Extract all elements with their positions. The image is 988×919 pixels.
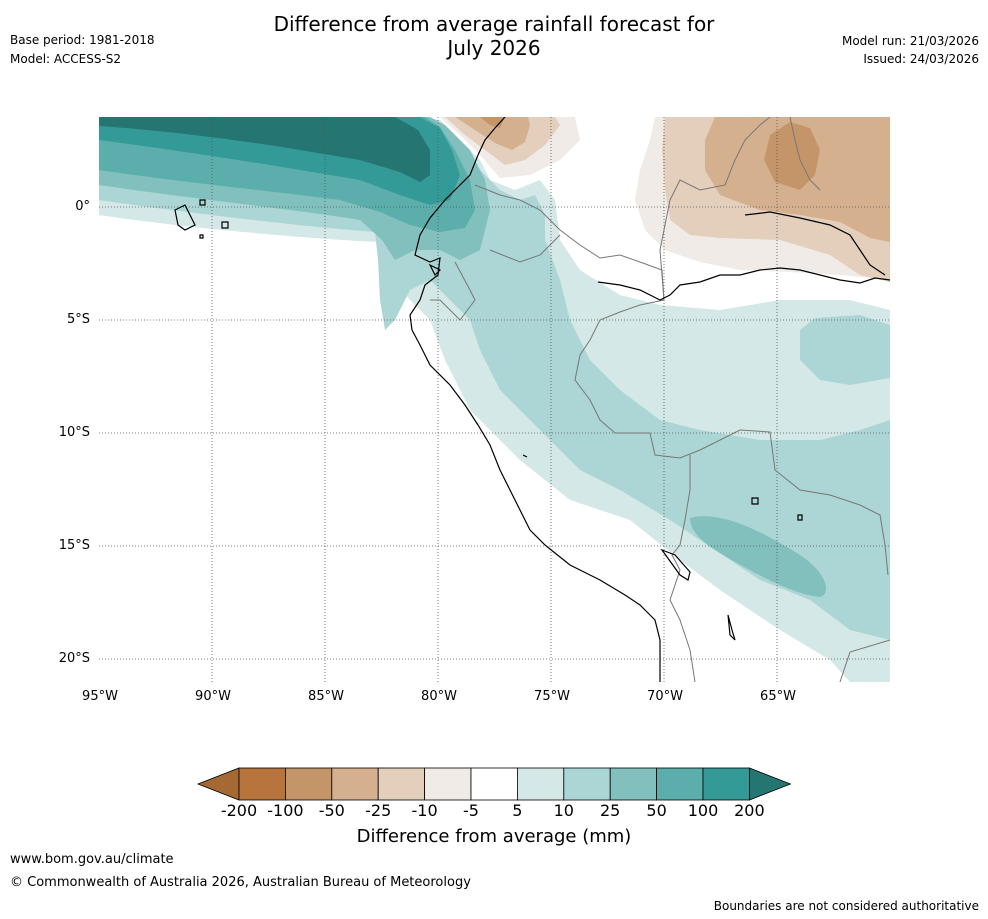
colorbar-swatch [284,767,333,801]
base-period: Base period: 1981-2018 [10,33,155,47]
lon-label-65w: 65°W [760,689,796,704]
colorbar-extend-low [196,767,240,801]
colorbar-swatch [238,767,286,801]
lon-label-80w: 80°W [421,689,457,704]
colorbar-swatch [470,767,518,801]
colorbar-tick-label: -25 [365,801,392,820]
contour-25-50-south [690,516,826,597]
colorbar-extend-high [749,767,792,801]
contour-neg-50-100-nw [480,117,505,128]
contour-neg-25-50-nw [455,117,530,150]
colorbar-tick-label: 25 [600,801,621,820]
colorbar-tick-label: -50 [318,801,345,820]
contour-over-200 [99,117,430,182]
colorbar-tick-label: 100 [687,801,719,820]
colorbar-swatch [609,767,658,801]
lat-label-15s: 15°S [58,538,90,553]
copyright-notice: © Commonwealth of Australia 2026, Austra… [10,875,471,890]
colorbar-swatch [331,767,379,801]
contour-10-25 [99,117,890,640]
colorbar-swatch [517,767,565,801]
colorbar-swatch [702,767,750,801]
title-line-1: Difference from average rainfall forecas… [273,12,715,36]
model-name: Model: ACCESS-S2 [10,52,122,66]
lon-label-95w: 95°W [82,689,118,704]
lat-label-0: 0° [75,199,90,214]
title-line-2: July 2026 [447,36,541,60]
graticule [99,117,890,682]
colorbar-tick-label: 5 [512,801,523,820]
map-contours [99,117,890,682]
lon-label-90w: 90°W [195,689,231,704]
lat-label-10s: 10°S [58,425,90,440]
coastline [174,117,890,682]
website-link[interactable]: www.bom.gov.au/climate [10,852,174,867]
contour-5-10 [99,117,890,682]
lon-label-75w: 75°W [534,689,570,704]
colorbar-tick-label: 200 [734,801,765,820]
colorbar-swatch [656,767,704,801]
lon-label-70w: 70°W [647,689,683,704]
colorbar-label: Difference from average (mm) [356,826,632,847]
colorbar-tick-label: -100 [267,801,304,820]
colorbar-tick-label: -10 [411,801,438,820]
colorbar-tick-label: -5 [463,801,479,820]
colorbar-swatch [563,767,611,801]
boundary-disclaimer: Boundaries are not considered authoritat… [713,899,979,913]
colorbar-tick-label: -200 [220,801,258,820]
issued-date: Issued: 24/03/2026 [863,52,979,66]
map-title: Difference from average rainfall forecas… [0,12,988,60]
lat-label-20s: 20°S [58,651,90,666]
country-borders [430,117,890,682]
colorbar-swatch [424,767,472,801]
colorbar-tick-label: 10 [553,801,574,820]
colorbar-swatch [377,767,426,801]
model-run: Model run: 21/03/2026 [841,34,979,48]
colorbar-tick-label: 50 [646,801,667,820]
lon-label-85w: 85°W [308,689,344,704]
lat-label-5s: 5°S [66,312,90,327]
